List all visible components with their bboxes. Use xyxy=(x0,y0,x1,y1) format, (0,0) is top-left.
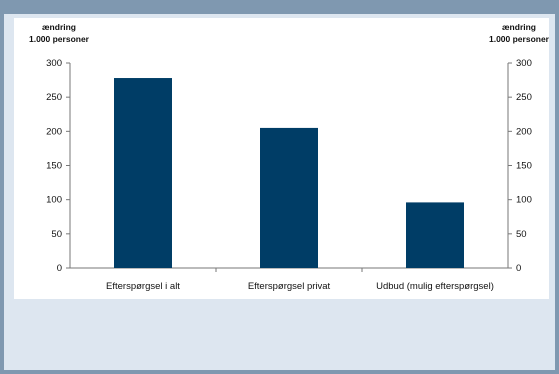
y-tick-label-left: 150 xyxy=(46,161,62,172)
y-tick-label-left: 0 xyxy=(57,263,62,274)
y-tick-label-left: 300 xyxy=(46,58,62,69)
axes: 0 0 50 50 100 100 150 150 200 200 250 250 300 300 xyxy=(46,58,532,274)
header-band xyxy=(0,0,559,14)
y-tick-label-right: 150 xyxy=(516,161,532,172)
right-axis-title-line2: 1.000 personer xyxy=(489,34,549,44)
right-axis-title: ændring 1.000 personer xyxy=(489,22,549,44)
bar-chart: ændring 1.000 personer ændring 1.000 per… xyxy=(29,22,549,292)
chart-panel: ændring 1.000 personer ændring 1.000 per… xyxy=(14,18,549,299)
category-label: Efterspørgsel privat xyxy=(248,281,331,292)
y-tick-label-right: 50 xyxy=(516,229,527,240)
right-axis-title-line1: ændring xyxy=(502,22,536,32)
y-tick-label-left: 50 xyxy=(51,229,62,240)
bar xyxy=(406,202,464,268)
y-tick-label-right: 250 xyxy=(516,92,532,103)
y-tick-label-right: 300 xyxy=(516,58,532,69)
y-tick-label-left: 100 xyxy=(46,195,62,206)
left-axis-title: ændring 1.000 personer xyxy=(29,22,90,44)
bar xyxy=(114,78,172,269)
y-tick-label-right: 100 xyxy=(516,195,532,206)
category-label: Efterspørgsel i alt xyxy=(106,281,180,292)
y-tick-label-left: 250 xyxy=(46,92,62,103)
y-tick-label-right: 200 xyxy=(516,126,532,137)
category-labels: Efterspørgsel i alt Efterspørgsel privat U… xyxy=(106,281,494,292)
bar xyxy=(260,127,318,269)
y-tick-label-right: 0 xyxy=(516,263,521,274)
category-label: Udbud (mulig efterspørgsel) xyxy=(376,281,494,292)
bars xyxy=(114,78,464,269)
left-axis-title-line2: 1.000 personer xyxy=(29,34,90,44)
y-tick-label-left: 200 xyxy=(46,126,62,137)
left-axis-title-line1: ændring xyxy=(42,22,76,32)
